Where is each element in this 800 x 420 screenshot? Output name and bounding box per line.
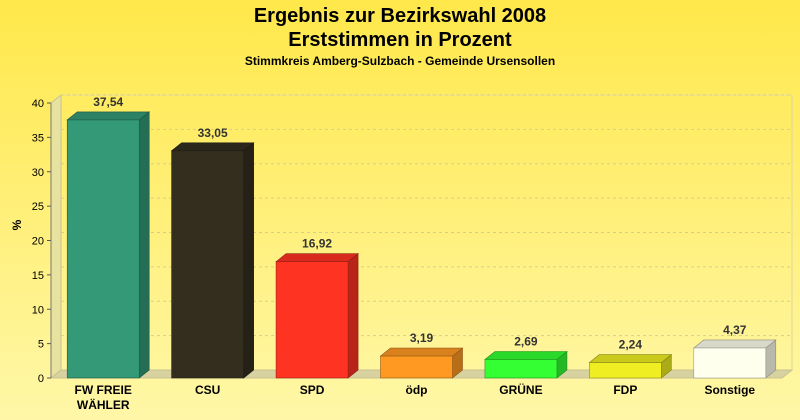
x-category-label: ödp bbox=[406, 383, 428, 397]
y-tick-label: 0 bbox=[38, 373, 44, 385]
bar-front bbox=[275, 261, 349, 379]
bar-7: 4,37 bbox=[692, 323, 777, 379]
y-tick-label: 40 bbox=[32, 98, 44, 110]
bar-value-label: 2,24 bbox=[619, 338, 643, 352]
bar-value-label: 4,37 bbox=[723, 323, 747, 337]
y-tick-label: 5 bbox=[38, 339, 44, 351]
bar-value-label: 33,05 bbox=[198, 126, 228, 140]
bar-front bbox=[693, 347, 767, 379]
bar-side bbox=[243, 142, 254, 379]
left-wall bbox=[50, 93, 62, 380]
bar-top bbox=[692, 339, 777, 349]
bar-4: 3,19 bbox=[379, 331, 464, 379]
x-axis-labels: FW FREIE WÄHLER CSU SPD ödp GRÜNE FDP Sonstige bbox=[75, 382, 756, 412]
y-tick-label: 15 bbox=[32, 270, 44, 282]
bar-5: 2,69 bbox=[484, 335, 568, 379]
bar-top bbox=[484, 351, 568, 360]
chart-title: Ergebnis zur Bezirkswahl 2008 bbox=[254, 5, 546, 27]
chart-subtitle: Stimmkreis Amberg-Sulzbach - Gemeinde Ur… bbox=[245, 54, 555, 68]
y-axis-label: % bbox=[10, 219, 24, 230]
x-category-label: FW FREIE WÄHLER bbox=[75, 383, 132, 412]
bar-top bbox=[588, 354, 673, 363]
bar-value-label: 37,54 bbox=[93, 95, 123, 109]
x-category-label: SPD bbox=[300, 383, 325, 397]
bar-front bbox=[171, 150, 244, 379]
x-category-label: Sonstige bbox=[704, 383, 755, 397]
x-category-label: GRÜNE bbox=[499, 382, 542, 397]
y-tick-label: 30 bbox=[32, 167, 44, 179]
x-category-label: CSU bbox=[195, 383, 220, 397]
bar-top bbox=[66, 111, 151, 121]
bars: 37,54 33,05 16,92 3,19 2,69 2,24 4,37 bbox=[66, 95, 777, 379]
y-tick-label: 35 bbox=[32, 132, 44, 144]
bar-side bbox=[138, 111, 150, 379]
y-tick-label: 25 bbox=[32, 201, 44, 213]
bar-value-label: 16,92 bbox=[302, 237, 332, 251]
bar-top bbox=[170, 142, 255, 152]
y-tick-label: 20 bbox=[32, 236, 44, 248]
bar-2: 33,05 bbox=[170, 126, 255, 379]
bar-1: 37,54 bbox=[66, 95, 151, 379]
y-axis-ticks: 0 5 10 15 20 25 30 35 40 bbox=[32, 98, 52, 385]
chart-title-line2: Erststimmen in Prozent bbox=[288, 29, 512, 51]
x-category-label: FDP bbox=[613, 383, 637, 397]
bar-top bbox=[275, 253, 359, 262]
bar-front bbox=[380, 355, 453, 379]
y-tick-label: 10 bbox=[32, 304, 44, 316]
bar-3: 16,92 bbox=[275, 237, 359, 379]
bar-front bbox=[589, 362, 662, 379]
bar-side bbox=[347, 253, 359, 379]
bar-6: 2,24 bbox=[588, 338, 673, 379]
bar-front bbox=[484, 359, 558, 379]
bar-value-label: 3,19 bbox=[410, 331, 434, 345]
bar-front bbox=[66, 119, 140, 379]
bar-value-label: 2,69 bbox=[514, 335, 538, 349]
bar-top bbox=[379, 347, 464, 357]
